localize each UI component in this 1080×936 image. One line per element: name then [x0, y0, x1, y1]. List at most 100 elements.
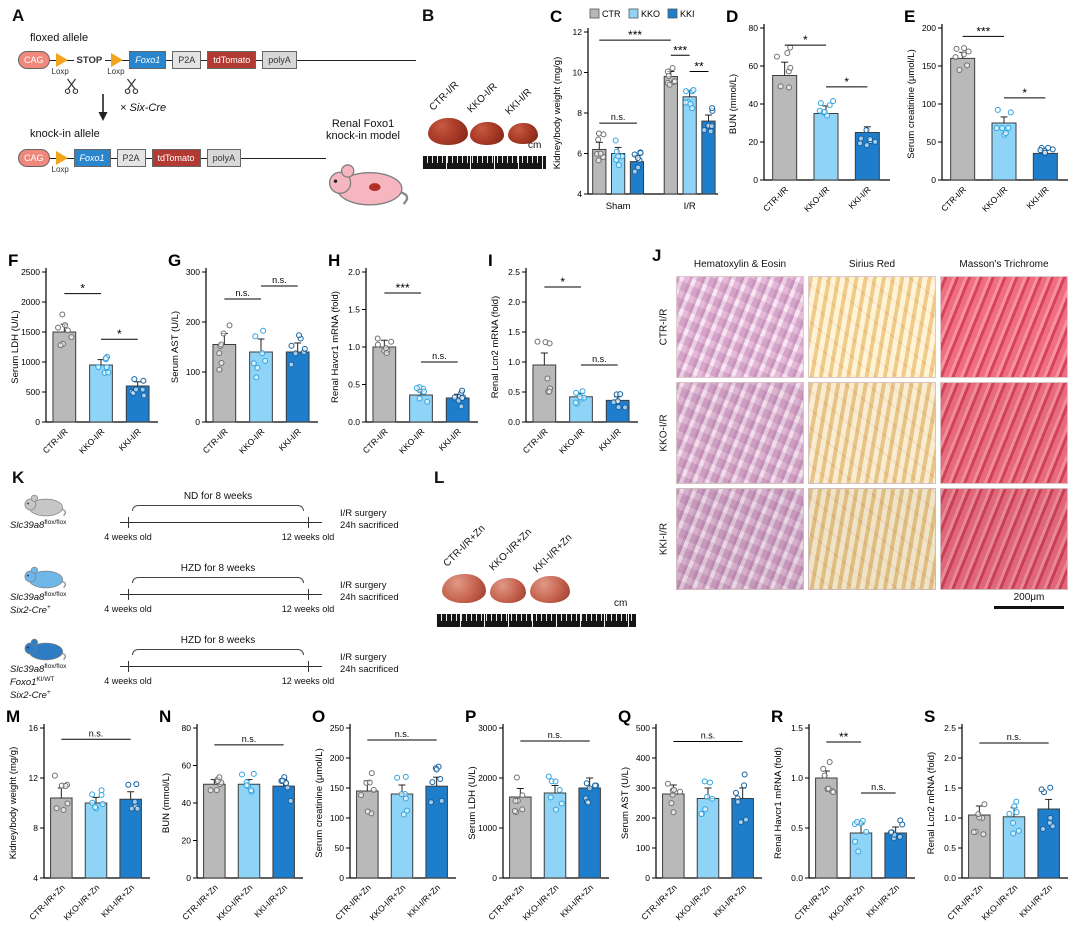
sample-label: CTR-I/R: [427, 79, 462, 114]
panel-l-photo: CTR-I/R+Zn KKO-I/R+Zn KKI-I/R+Zn cm: [430, 468, 645, 668]
histology-row-label: KKO-I/R: [658, 414, 670, 452]
sample-label: CTR-I/R+Zn: [441, 523, 488, 570]
brace-icon: [132, 577, 304, 583]
svg-text:n.s.: n.s.: [592, 354, 607, 364]
svg-text:Serum creatinine (μmol/L): Serum creatinine (μmol/L): [314, 748, 325, 857]
stain-column-header: Hematoxylin & Eosin: [693, 259, 787, 270]
knockin-allele-construct: CAG Loxp Foxo1 P2A tdTomato polyA: [18, 146, 326, 174]
svg-text:Serum LDH (U/L): Serum LDH (U/L): [10, 310, 21, 383]
sample-label: KKO-I/R: [465, 81, 500, 116]
mouse-icon: [24, 566, 67, 589]
mouse-icon: [328, 164, 409, 206]
svg-text:2.5: 2.5: [508, 267, 520, 277]
ruler-unit-label: cm: [614, 598, 628, 609]
svg-text:16: 16: [29, 723, 39, 733]
panel-k: K Slc39a8flox/flox ND for 8 weeks 4 weeks …: [8, 468, 438, 704]
svg-text:KKI-I/R: KKI-I/R: [117, 426, 143, 452]
svg-text:12: 12: [29, 773, 39, 783]
panel-b: B CTR-I/R KKO-I/R KKI-I/R cm: [420, 6, 550, 191]
svg-text:300: 300: [636, 783, 650, 793]
strain-line: Six2-Cre+: [10, 689, 51, 702]
construct-box-tdtomato: tdTomato: [151, 149, 201, 167]
svg-text:BUN (mmol/L): BUN (mmol/L): [161, 773, 172, 833]
svg-text:100: 100: [922, 99, 936, 109]
svg-text:Serum AST (U/L): Serum AST (U/L): [170, 311, 181, 383]
panel-f-chart: F 0 500 1000 1500 2000 2500 Serum LDH (U/L) CTR-…: [6, 250, 164, 464]
panel-q-chart: Q 0 100 200 300 400 500 Serum AST (U/L) CTR-I/R+…: [616, 706, 768, 932]
mouse-icon: [24, 494, 67, 517]
svg-text:KKO-I/R+Zn: KKO-I/R+Zn: [61, 882, 101, 922]
mouse-icon-wrap: [22, 490, 68, 523]
svg-text:Kidney/body weight (mg/g): Kidney/body weight (mg/g): [8, 747, 19, 859]
svg-text:n.s.: n.s.: [272, 275, 287, 285]
end-age-label: 12 weeks old: [281, 604, 335, 614]
stain-column-header: Sirius Red: [848, 259, 896, 270]
svg-text:BUN (mmol/L): BUN (mmol/L): [728, 74, 739, 134]
surgery-label: I/R surgery 24h sacrificed: [340, 508, 399, 532]
svg-text:CTR-I/R: CTR-I/R: [361, 426, 390, 455]
cross-six-cre-label: × Six-Cre: [120, 102, 167, 114]
timeline-tick-end: [308, 589, 310, 600]
svg-text:N: N: [159, 707, 171, 726]
svg-text:n.s.: n.s.: [701, 731, 716, 741]
panel-b-letter: B: [422, 6, 435, 25]
svg-text:150: 150: [922, 61, 936, 71]
kidney-photo: [530, 576, 570, 603]
svg-text:*: *: [80, 282, 85, 296]
brace-icon: [132, 505, 304, 511]
svg-text:10: 10: [573, 68, 583, 78]
kidney-photo: [508, 123, 538, 144]
svg-text:1500: 1500: [21, 327, 40, 337]
svg-text:E: E: [904, 7, 915, 26]
sample-label: KKI-I/R+Zn: [531, 532, 575, 576]
svg-text:1.5: 1.5: [791, 723, 803, 733]
svg-text:CTR: CTR: [602, 9, 621, 19]
svg-text:20: 20: [182, 836, 192, 846]
svg-text:100: 100: [186, 367, 200, 377]
svg-text:0.0: 0.0: [944, 873, 956, 883]
svg-text:2.5: 2.5: [944, 723, 956, 733]
panel-h-chart: H 0.0 0.5 1.0 1.5 2.0 Renal Havcr1 mRNA (fold)…: [326, 250, 484, 464]
svg-text:200: 200: [186, 317, 200, 327]
svg-text:O: O: [312, 707, 325, 726]
svg-text:4: 4: [33, 873, 38, 883]
timeline-row: Slc39a8flox/flox Foxo1KI/WT Six2-Cre+ HZD f…: [8, 634, 438, 704]
svg-text:n.s.: n.s.: [89, 728, 104, 738]
svg-text:Renal Lcn2 mRNA (fold): Renal Lcn2 mRNA (fold): [926, 752, 937, 854]
svg-text:Kidney/body weight (mg/g): Kidney/body weight (mg/g): [552, 57, 563, 169]
svg-text:Renal Havcr1 mRNA (fold): Renal Havcr1 mRNA (fold): [773, 747, 784, 859]
strain-line: Six2-Cre+: [10, 604, 51, 617]
panel-k-rows: Slc39a8flox/flox ND for 8 weeks 4 weeks ol…: [8, 490, 438, 704]
panel-l-letter: L: [434, 468, 445, 487]
panel-l: L CTR-I/R+Zn KKO-I/R+Zn KKI-I/R+Zn cm: [430, 468, 645, 668]
timeline-tick-start: [128, 517, 130, 528]
panel-d-chart: D 0 20 40 60 80 BUN (mmol/L) CTR-I/R KKO-I/R KKI-…: [724, 6, 896, 222]
scissors-icon: [64, 78, 79, 100]
svg-text:1000: 1000: [478, 823, 497, 833]
svg-text:1.5: 1.5: [348, 305, 360, 315]
svg-text:D: D: [726, 7, 738, 26]
svg-text:0: 0: [645, 873, 650, 883]
svg-text:n.s.: n.s.: [395, 729, 410, 739]
svg-text:KKO-I/R+Zn: KKO-I/R+Zn: [979, 882, 1019, 922]
panel-j: J Hematoxylin & Eosin Sirius Red Masson's …: [650, 246, 1070, 614]
svg-text:KKI-I/R: KKI-I/R: [597, 426, 623, 452]
surgery-label: I/R surgery 24h sacrificed: [340, 652, 399, 676]
mouse-icon: [24, 638, 67, 661]
panel-i-chart: I 0.0 0.5 1.0 1.5 2.0 2.5 Renal Lcn2 mRNA (fold…: [486, 250, 644, 464]
svg-text:*: *: [1022, 86, 1027, 100]
panel-p-chart: P 0 1000 2000 3000 Serum LDH (U/L) CTR-I/R+Zn K…: [463, 706, 615, 932]
scissors-icon-2: [124, 78, 139, 100]
svg-text:500: 500: [636, 723, 650, 733]
panel-j-letter: J: [652, 246, 662, 265]
svg-text:1.0: 1.0: [791, 773, 803, 783]
svg-text:KKI-I/R+Zn: KKI-I/R+Zn: [405, 882, 442, 919]
panel-e-chart: E 0 50 100 150 200 Serum creatinine (μmol/L) CT…: [902, 6, 1074, 222]
construct-box-polya: polyA: [262, 51, 297, 69]
timeline-row: Slc39a8flox/flox Six2-Cre+ HZD for 8 weeks…: [8, 562, 438, 632]
construct-box-tdtomato: tdTomato: [207, 51, 257, 69]
svg-text:0: 0: [931, 175, 936, 185]
start-age-label: 4 weeks old: [104, 604, 152, 614]
svg-text:KKI-I/R+Zn: KKI-I/R+Zn: [252, 882, 289, 919]
svg-text:60: 60: [182, 761, 192, 771]
